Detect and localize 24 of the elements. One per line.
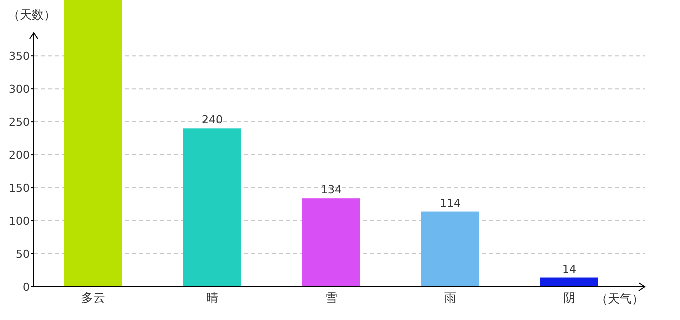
- data-label: 240: [202, 114, 223, 127]
- x-axis-title: （天气）: [596, 292, 644, 306]
- data-label: 14: [562, 262, 576, 276]
- y-tick-label: 100: [9, 215, 30, 228]
- y-tick-label: 50: [16, 248, 30, 262]
- x-tick-label: 雪: [326, 291, 338, 305]
- x-tick-label: 多云: [82, 291, 106, 305]
- y-tick-label: 200: [9, 149, 30, 162]
- bar: [64, 0, 122, 287]
- x-tick-label: 阴: [564, 291, 576, 305]
- bar: [302, 198, 360, 287]
- bar: [540, 278, 598, 287]
- x-tick-label: 晴: [206, 291, 218, 305]
- y-tick-label: 250: [9, 116, 30, 130]
- data-label: 134: [321, 184, 342, 197]
- y-tick-label: 150: [9, 182, 30, 196]
- bar: [184, 128, 242, 287]
- y-tick-label: 300: [9, 83, 30, 96]
- y-tick-label: 350: [9, 50, 30, 64]
- bar: [422, 212, 480, 287]
- data-label: 114: [440, 196, 461, 210]
- y-tick-label: 0: [23, 281, 30, 294]
- x-tick-label: 雨: [444, 291, 456, 305]
- y-axis-title: （天数）: [8, 8, 56, 22]
